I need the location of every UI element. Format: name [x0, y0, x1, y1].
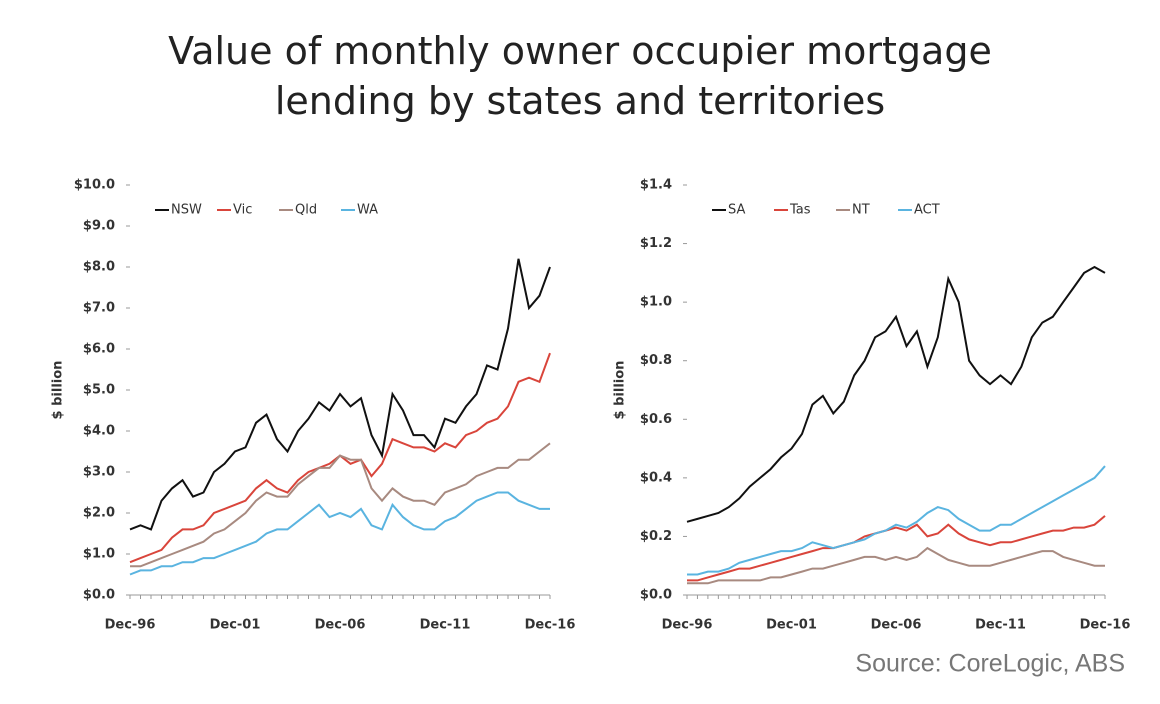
y-tick-label: $8.0	[83, 260, 115, 275]
y-tick-label: $4.0	[83, 424, 115, 439]
x-tick-label: Dec-01	[766, 618, 817, 633]
legend-label: NT	[852, 203, 870, 218]
y-tick-label: $1.2	[640, 236, 672, 251]
legend-label: SA	[728, 203, 745, 218]
y-tick-label: $3.0	[83, 465, 115, 480]
legend-label: Vic	[233, 203, 252, 218]
x-tick-label: Dec-96	[105, 618, 156, 633]
x-tick-label: Dec-96	[662, 618, 713, 633]
y-tick-label: $1.0	[640, 295, 672, 310]
legend-label: WA	[357, 203, 378, 218]
y-tick-label: $6.0	[83, 342, 115, 357]
series-line	[687, 465, 1106, 576]
y-tick-label: $1.0	[83, 547, 115, 562]
series-line	[687, 546, 1105, 585]
series-line	[687, 515, 1106, 582]
series-line	[129, 352, 551, 564]
y-axis-label: $ billion	[51, 361, 66, 420]
legend-label: ACT	[914, 203, 940, 218]
series-line	[129, 258, 551, 531]
series-line	[686, 265, 1106, 523]
y-tick-label: $10.0	[74, 178, 115, 193]
source-note: Source: CoreLogic, ABS	[855, 650, 1125, 678]
x-tick-label: Dec-06	[871, 618, 922, 633]
legend-label: Tas	[789, 203, 811, 218]
x-tick-label: Dec-11	[420, 618, 471, 633]
y-tick-label: $0.2	[640, 529, 672, 544]
y-tick-label: $9.0	[83, 219, 115, 234]
series-line	[130, 442, 551, 568]
legend-label: NSW	[171, 203, 202, 218]
x-tick-label: Dec-16	[525, 618, 576, 633]
x-tick-label: Dec-16	[1080, 618, 1131, 633]
y-tick-label: $0.6	[640, 412, 672, 427]
y-tick-label: $0.0	[640, 588, 672, 603]
y-tick-label: $0.0	[83, 588, 115, 603]
y-tick-label: $0.4	[640, 470, 672, 485]
y-axis-label: $ billion	[613, 361, 628, 420]
x-tick-label: Dec-01	[210, 618, 261, 633]
y-tick-label: $0.8	[640, 353, 672, 368]
y-tick-label: $7.0	[83, 301, 115, 316]
series-line	[129, 491, 550, 576]
x-tick-label: Dec-06	[315, 618, 366, 633]
page-title: Value of monthly owner occupier mortgage…	[168, 29, 992, 123]
y-tick-label: $1.4	[640, 178, 672, 193]
y-tick-label: $2.0	[83, 506, 115, 521]
y-tick-label: $5.0	[83, 383, 115, 398]
x-tick-label: Dec-11	[975, 618, 1026, 633]
legend-label: Qld	[295, 203, 317, 218]
